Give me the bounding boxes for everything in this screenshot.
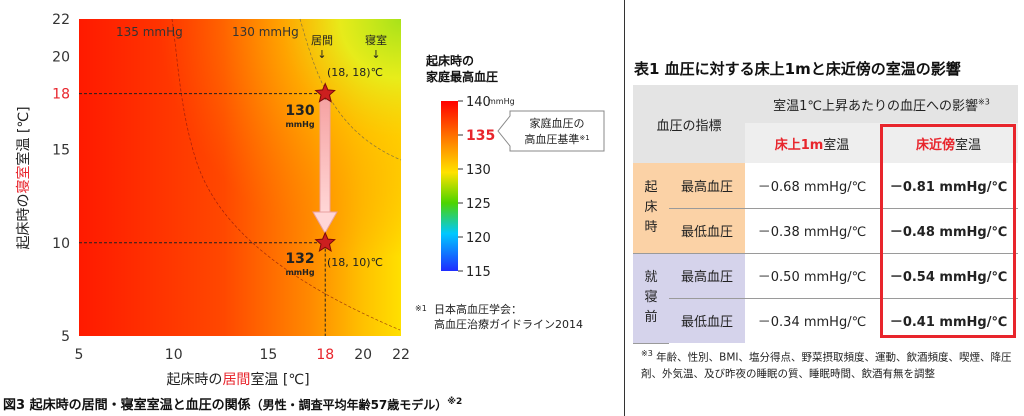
colorbar-tick-label: 135	[466, 128, 495, 144]
colorbar-tick-label: 130	[466, 163, 491, 178]
svg-text:高血圧基準※1: 高血圧基準※1	[524, 132, 589, 146]
table-cell: －0.48 mmHg/℃	[889, 225, 1008, 240]
label-living-room: 居間	[311, 34, 333, 47]
table-cell: －0.34 mmHg/℃	[757, 315, 867, 331]
table-cell: －0.68 mmHg/℃	[745, 163, 879, 209]
x-tick-label: 5	[75, 347, 84, 363]
y-tick-highlight: 18	[52, 87, 70, 103]
table-cell: －0.81 mmHg/℃	[879, 163, 1018, 209]
header-indicator: 血圧の指標	[633, 85, 745, 163]
arrow-living: ↓	[317, 48, 326, 61]
annot-top-unit: mmHg	[285, 120, 314, 129]
legend-title-1: 起床時の	[425, 53, 474, 68]
legend-title-2: 家庭最高血圧	[426, 69, 498, 84]
header-col1: 床上1m室温	[745, 123, 879, 163]
highlight-box	[880, 124, 1016, 338]
heatmap-chart: 135 mmHg 130 mmHg 居間 寝室 ↓ ↓ (18, 18)℃ 13…	[3, 12, 605, 413]
metric-label: 最低血圧	[669, 208, 745, 253]
colorbar-unit: mmHg	[488, 97, 515, 106]
table-note: ※3 年齢、性別、BMI、塩分得点、野菜摂取頻度、運動、飲酒頻度、喫煙、降圧剤、…	[641, 349, 1012, 380]
panel-divider	[624, 0, 625, 416]
x-tick-label: 15	[259, 347, 277, 363]
y-axis-label: 起床時の寝室室温 [℃]	[15, 106, 32, 249]
x-tick-highlight: 18	[316, 347, 334, 363]
contour-135	[171, 18, 401, 331]
x-tick-label: 20	[354, 347, 372, 363]
label-bedroom: 寝室	[365, 33, 387, 47]
metric-label: 最低血圧	[669, 298, 745, 343]
annot-bottom-value: 132	[285, 251, 314, 267]
data-point-star	[314, 231, 336, 252]
y-tick-label: 22	[52, 12, 70, 28]
footnote1-line1: 日本高血圧学会：	[434, 302, 522, 316]
group-label-wake: 起床時	[633, 163, 669, 254]
header-group: 室温1℃上昇あたりの血圧への影響※3	[745, 85, 1018, 123]
figure-caption: 図3 起床時の居間・寝室室温と血圧の関係（男性・調査平均年齢57歳モデル）※2	[3, 396, 462, 413]
colorbar-tick-label: 125	[466, 197, 491, 212]
contour-label-135: 135 mmHg	[116, 25, 183, 39]
table-cell: －0.38 mmHg/℃	[757, 225, 867, 240]
metric-label: 最高血圧	[669, 252, 745, 299]
x-tick-label: 10	[165, 347, 183, 363]
metric-label: 最高血圧	[669, 163, 745, 209]
y-tick-label: 15	[52, 143, 70, 159]
group-label-bed: 就寝前	[633, 252, 669, 344]
y-tick-label: 5	[61, 329, 70, 345]
down-arrow	[312, 99, 338, 235]
contour-label-130: 130 mmHg	[232, 25, 299, 39]
table-cell: －0.50 mmHg/℃	[745, 252, 879, 299]
footnote1-mark: ※1	[415, 304, 427, 313]
annot-bottom-unit: mmHg	[285, 268, 314, 277]
colorbar-tick-label: 120	[466, 231, 491, 246]
header-col2: 床近傍室温	[879, 123, 1018, 163]
data-point-star	[314, 82, 336, 103]
colorbar	[441, 101, 458, 271]
colorbar-tick-label: 115	[466, 265, 491, 280]
table-title: 表1 血圧に対する床上1mと床近傍の室温の影響	[634, 60, 961, 78]
table-cell: －0.41 mmHg/℃	[889, 315, 1008, 331]
y-tick-label: 20	[52, 49, 70, 65]
point-top-label: (18, 18)℃	[327, 66, 383, 79]
colorbar-tick-label: 140	[466, 95, 491, 110]
table-cell: －0.54 mmHg/℃	[879, 252, 1018, 299]
footnote1-line2: 高血圧治療ガイドライン2014	[434, 317, 583, 331]
bp-table: 血圧の指標 室温1℃上昇あたりの血圧への影響※3 床上1m室温 床近傍室温 起床…	[633, 85, 1018, 344]
annot-top-value: 130	[285, 103, 314, 119]
heatmap-light-region	[79, 19, 401, 336]
x-tick-label: 22	[392, 347, 410, 363]
svg-text:家庭血圧の: 家庭血圧の	[530, 116, 585, 130]
y-tick-label: 10	[52, 236, 70, 252]
arrow-bedroom: ↓	[371, 48, 380, 61]
x-axis-label: 起床時の居間室温 [℃]	[166, 371, 309, 388]
point-bottom-label: (18, 10)℃	[327, 256, 383, 269]
threshold-callout: 家庭血圧の 高血圧基準※1	[497, 110, 605, 152]
